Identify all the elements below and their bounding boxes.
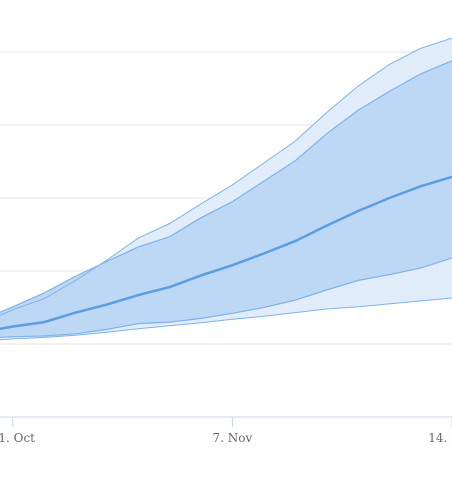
inner-uncertainty-band: [0, 60, 452, 338]
uncertainty-bands: [0, 38, 452, 340]
series-lines: [0, 37, 452, 341]
outer-band-high-line: [0, 37, 452, 316]
x-tick-label-1: 7. Nov: [213, 431, 253, 445]
inner-band-low-line: [0, 257, 452, 338]
x-tick-label-0: 31. Oct: [0, 431, 35, 445]
outer-band-low-line: [0, 297, 452, 341]
inner-band-high-line: [0, 60, 452, 313]
x-tick-label-2: 14. Nov: [428, 431, 452, 445]
x-axis: 31. Oct 7. Nov 14. Nov: [0, 416, 452, 445]
median-line: [0, 175, 452, 331]
